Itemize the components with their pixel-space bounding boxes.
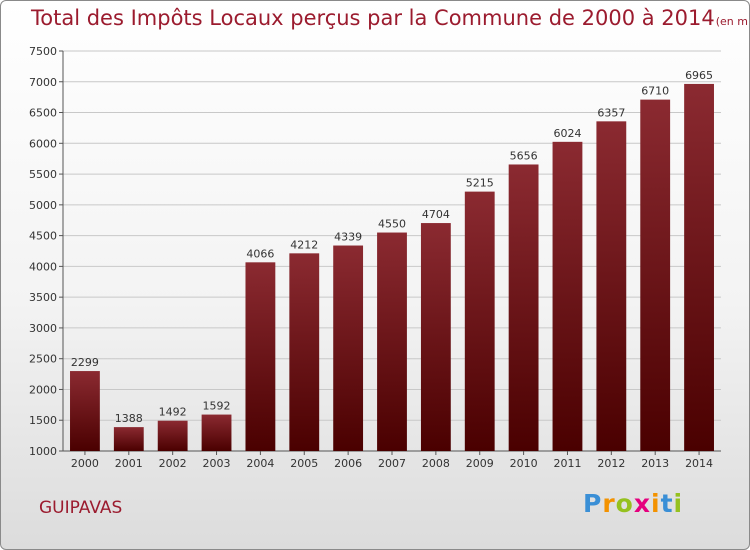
- x-tick-label-2007: 2007: [378, 457, 406, 470]
- x-tick-label-2014: 2014: [685, 457, 713, 470]
- x-tick-label-2004: 2004: [246, 457, 274, 470]
- data-label-2004: 4066: [246, 247, 274, 260]
- data-label-2008: 4704: [422, 208, 450, 221]
- bar-2002: [157, 420, 188, 451]
- x-tick-label-2006: 2006: [334, 457, 362, 470]
- y-tick-label: 4500: [29, 230, 57, 243]
- logo-letter: P: [583, 489, 603, 518]
- bar-2000: [70, 371, 100, 451]
- x-tick-label-2002: 2002: [159, 457, 187, 470]
- data-label-2006: 4339: [334, 231, 362, 244]
- chart-subtitle: (en milliers d'€): [715, 15, 750, 28]
- x-tick-label-2011: 2011: [553, 457, 581, 470]
- bar-2009: [464, 191, 495, 451]
- proxiti-logo[interactable]: Proxiti: [583, 489, 683, 518]
- bar-2011: [552, 141, 583, 452]
- data-label-2007: 4550: [378, 218, 406, 231]
- x-tick-label-2008: 2008: [422, 457, 450, 470]
- data-label-2002: 1492: [159, 406, 187, 419]
- data-label-2009: 5215: [466, 177, 494, 190]
- data-label-2011: 6024: [553, 127, 581, 140]
- bar-2003: [201, 414, 232, 451]
- logo-letter: r: [602, 489, 616, 518]
- bar-2008: [420, 223, 451, 451]
- bar-2010: [508, 164, 539, 451]
- y-tick-label: 3000: [29, 322, 57, 335]
- bar-2006: [333, 245, 364, 451]
- bar-2012: [596, 121, 627, 451]
- data-label-2000: 2299: [71, 356, 99, 369]
- logo-letter: o: [615, 489, 634, 518]
- x-tick-label-2010: 2010: [510, 457, 538, 470]
- chart-title: Total des Impôts Locaux perçus par la Co…: [31, 6, 750, 30]
- y-tick-label: 6000: [29, 137, 57, 150]
- x-tick-label-2001: 2001: [115, 457, 143, 470]
- y-tick-label: 2500: [29, 353, 57, 366]
- logo-letter: t: [660, 489, 674, 518]
- x-tick-label-2005: 2005: [290, 457, 318, 470]
- data-labels: 2299 1388 1492 1592 4066 4212 4339 4550 4704 5215…: [71, 69, 713, 425]
- data-label-2010: 5656: [510, 149, 538, 162]
- bars: [70, 83, 714, 452]
- data-label-2013: 6710: [641, 85, 669, 98]
- data-label-2005: 4212: [290, 238, 318, 251]
- logo-letter: i: [673, 489, 684, 518]
- y-tick-label: 1000: [29, 445, 57, 458]
- chart-title-text: Total des Impôts Locaux perçus par la Co…: [31, 6, 715, 30]
- data-label-2003: 1592: [203, 400, 231, 413]
- bar-2005: [289, 253, 320, 451]
- y-tick-label: 1500: [29, 414, 57, 427]
- x-tick-label-2009: 2009: [466, 457, 494, 470]
- bar-2007: [377, 232, 407, 451]
- y-tick-label: 5500: [29, 168, 57, 181]
- x-tick-label-2000: 2000: [71, 457, 99, 470]
- bar-2013: [640, 99, 671, 451]
- data-label-2001: 1388: [115, 412, 143, 425]
- y-tick-label: 2000: [29, 383, 57, 396]
- axes: 1000 1500 2000 2500 3000 3500 4000 4500 5000 5500…: [29, 45, 721, 470]
- bar-2001: [113, 427, 144, 451]
- y-tick-label: 7000: [29, 76, 57, 89]
- y-tick-label: 6500: [29, 107, 57, 120]
- bar-2014: [684, 83, 714, 451]
- x-tick-label-2012: 2012: [597, 457, 625, 470]
- y-tick-label: 4000: [29, 260, 57, 273]
- x-tick-label-2003: 2003: [203, 457, 231, 470]
- y-tick-label: 5000: [29, 199, 57, 212]
- y-tick-label: 3500: [29, 291, 57, 304]
- x-tick-label-2013: 2013: [641, 457, 669, 470]
- bar-2004: [245, 262, 276, 451]
- y-tick-label: 7500: [29, 45, 57, 58]
- logo-letter: x: [633, 489, 651, 518]
- data-label-2012: 6357: [597, 106, 625, 119]
- data-label-2014: 6965: [685, 69, 713, 82]
- commune-name: GUIPAVAS: [39, 498, 123, 518]
- logo-letter: i: [651, 489, 661, 518]
